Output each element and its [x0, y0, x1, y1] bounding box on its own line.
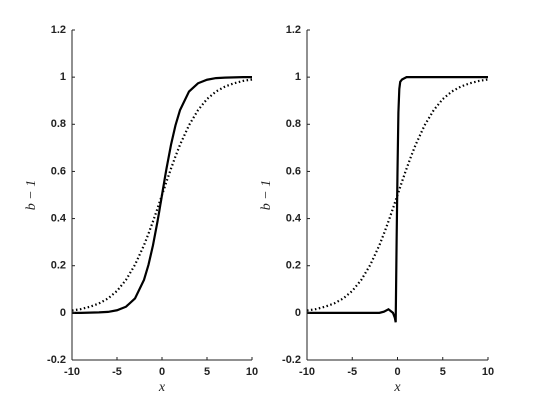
y-tick-label: 0.8 [51, 118, 66, 130]
x-tick-label: -10 [299, 366, 315, 378]
y-tick-label: 0.8 [286, 118, 301, 130]
x-axis-label: x [158, 380, 166, 395]
x-tick-label: 0 [159, 366, 165, 378]
series-line [307, 76, 488, 323]
x-tick-label: -10 [64, 366, 80, 378]
y-axis-label: b − 1 [24, 180, 39, 210]
y-tick-label: 0.6 [286, 165, 301, 177]
x-tick-label: 10 [246, 366, 258, 378]
x-tick-label: -5 [347, 366, 357, 378]
y-tick-label: 1 [60, 71, 66, 83]
y-tick-label: 0 [60, 307, 66, 319]
series-line [306, 78, 489, 312]
y-tick-label: 1.2 [286, 24, 301, 36]
x-tick-label: 0 [394, 366, 400, 378]
x-tick-label: 5 [204, 366, 210, 378]
y-axis-label: b − 1 [259, 180, 274, 210]
x-tick-label: 10 [482, 366, 494, 378]
y-tick-label: 1 [295, 71, 301, 83]
y-tick-label: -0.2 [47, 354, 66, 366]
x-axis-label: x [393, 380, 401, 395]
y-tick-label: -0.2 [282, 354, 301, 366]
series-line [71, 78, 253, 312]
y-tick-label: 0.4 [286, 212, 302, 224]
y-tick-label: 0 [295, 307, 301, 319]
y-tick-label: 0.6 [51, 165, 66, 177]
y-tick-label: 1.2 [51, 24, 66, 36]
y-tick-label: 0.2 [51, 260, 66, 272]
x-tick-label: -5 [112, 366, 122, 378]
y-tick-label: 0.4 [51, 212, 67, 224]
y-tick-label: 0.2 [286, 260, 301, 272]
x-tick-label: 5 [440, 366, 446, 378]
